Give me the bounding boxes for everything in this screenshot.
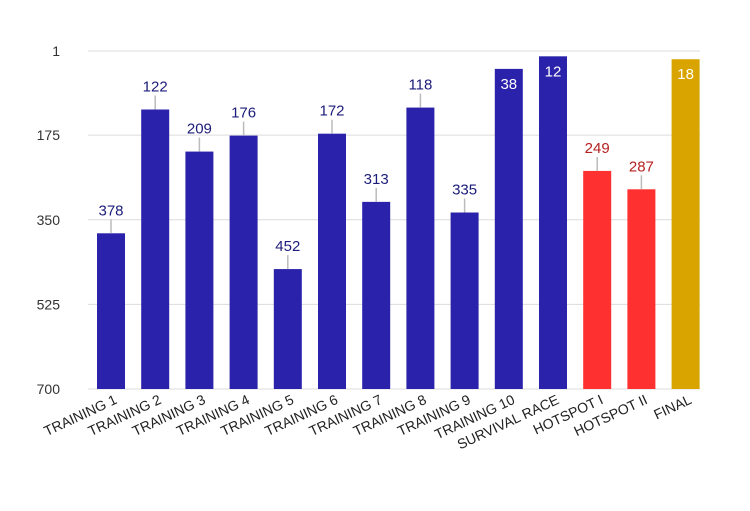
- bar: [494, 68, 523, 390]
- data-label: 118: [408, 77, 432, 94]
- bar: [185, 151, 214, 389]
- label-leader-lines: [110, 93, 643, 270]
- data-labels: 378 122 209 176 452 172 313 118 335 38 12 249 287 18: [98, 63, 693, 255]
- data-label: 335: [452, 182, 477, 199]
- x-category-label: FINAL: [651, 391, 694, 422]
- bar: [627, 189, 656, 389]
- bar: [583, 170, 612, 389]
- bar: [362, 201, 391, 389]
- data-label: 172: [319, 103, 344, 120]
- bar: [97, 233, 125, 389]
- bars: [97, 56, 700, 390]
- data-label: 452: [275, 238, 300, 255]
- bar: [141, 109, 170, 389]
- bar: [406, 107, 435, 389]
- y-tick-label: 700: [37, 381, 61, 397]
- y-tick-label: 350: [37, 212, 61, 228]
- bar: [450, 212, 479, 389]
- y-tick-label: 525: [37, 296, 61, 312]
- bar: [671, 59, 700, 390]
- bar: [539, 56, 567, 389]
- data-label: 287: [629, 158, 654, 175]
- bar: [229, 135, 258, 389]
- data-label: 249: [585, 140, 610, 157]
- y-tick-label: 1: [52, 43, 60, 59]
- data-label: 313: [364, 171, 389, 188]
- data-label: 122: [143, 79, 168, 96]
- data-label: 176: [231, 105, 256, 122]
- data-label: 378: [98, 202, 123, 219]
- data-label: 18: [677, 66, 694, 83]
- bar: [318, 133, 346, 389]
- data-label: 38: [500, 76, 517, 93]
- bar: [273, 269, 302, 389]
- y-axis-tick-labels: 1 175 350 525 700: [37, 43, 61, 397]
- y-tick-label: 175: [37, 127, 61, 143]
- data-label: 209: [187, 121, 212, 138]
- data-label: 12: [545, 63, 562, 80]
